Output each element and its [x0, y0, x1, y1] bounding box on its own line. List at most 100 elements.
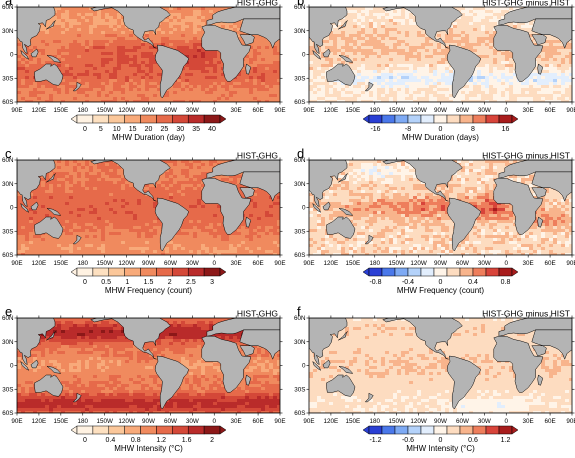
land-new-guinea: [46, 366, 62, 374]
colorbar-label: MHW Frequency (count): [397, 286, 484, 295]
land-east-asia: [309, 160, 348, 208]
lon-tick-label: 90W: [142, 418, 155, 425]
colorbar-box: [459, 425, 474, 435]
colorbar-box: [172, 267, 189, 277]
land-australia: [326, 374, 356, 397]
lat-tick-label: 30S: [2, 386, 13, 393]
colorbar: -16 -8 0 8 16 MHW Duration (days): [362, 114, 519, 142]
land-australia: [34, 374, 64, 397]
colorbar-tick-label: 1: [125, 279, 129, 286]
lon-tick-label: 90E: [566, 418, 575, 425]
land-arabia-india: [239, 329, 280, 360]
map-field: [17, 318, 280, 413]
colorbar: 0 0.5 1 1.5 2 2.5 3 MHW Frequency (count): [70, 267, 227, 295]
colorbar-box: [368, 267, 383, 277]
land-arabia-india: [531, 18, 572, 49]
panel-subtitle: HIST-GHG: [237, 309, 278, 319]
colorbar-tick-label: -8: [405, 126, 411, 133]
colorbar-box: [485, 114, 500, 124]
colorbar-tick-label: 0.8: [501, 279, 511, 286]
lon-tick-label: 60W: [164, 418, 177, 425]
colorbar-tick-label: -0.8: [369, 279, 381, 286]
land-new-zealand: [72, 392, 82, 403]
land-south-america: [446, 355, 481, 410]
land-new-guinea: [46, 208, 62, 216]
land-south-america: [446, 197, 481, 252]
colorbar-tick-label: 30: [176, 126, 184, 133]
colorbar-tick-label: 0.8: [131, 437, 141, 444]
lon-tick-label: 60E: [252, 107, 263, 114]
land-borneo: [322, 359, 331, 369]
lon-tick-label: 30W: [478, 418, 491, 425]
land-africa: [493, 177, 544, 235]
colorbar-box: [76, 425, 94, 435]
land-japan: [46, 173, 56, 183]
colorbar-box: [108, 114, 125, 124]
colorbar-min-arrow: [362, 114, 370, 124]
lat-tick-label: 60S: [294, 410, 305, 417]
colorbar: 0 0.4 0.8 1.2 1.6 2 MHW Intensity (°C): [70, 425, 227, 453]
colorbar-tick-label: 40: [208, 126, 216, 133]
land-borneo: [322, 201, 331, 211]
lon-tick-label: 60E: [544, 260, 555, 267]
colorbar-tick-label: 1.2: [501, 437, 511, 444]
lon-tick-label: 120W: [410, 260, 427, 267]
land-borneo: [30, 359, 39, 369]
lon-tick-label: 120E: [324, 418, 339, 425]
lon-tick-label: 150E: [53, 260, 68, 267]
colorbar-tick-label: 2.5: [186, 279, 196, 286]
colorbar-box: [156, 114, 173, 124]
colorbar-label: MHW Duration (day): [112, 133, 185, 142]
lat-tick-label: 30N: [294, 181, 306, 188]
lon-tick-label: 60E: [252, 260, 263, 267]
lat-tick-label: 30N: [294, 339, 306, 346]
colorbar-min-arrow: [362, 425, 370, 435]
colorbar-box: [498, 425, 513, 435]
lon-tick-label: 150E: [345, 418, 360, 425]
colorbar-box: [472, 267, 487, 277]
land-japan: [338, 331, 348, 341]
lon-tick-label: 60E: [252, 418, 263, 425]
lon-tick-label: 30W: [186, 107, 199, 114]
colorbar-tick-label: -0.4: [402, 279, 414, 286]
lon-tick-label: 150W: [388, 107, 405, 114]
land-australia: [34, 216, 64, 239]
land-east-asia: [309, 318, 348, 366]
land-sumatra: [312, 202, 322, 213]
panel-letter: d: [297, 146, 304, 161]
panel-letter: f: [297, 304, 301, 319]
land-madagascar: [245, 216, 252, 228]
lon-tick-label: 90E: [11, 260, 22, 267]
lat-tick-label: 30S: [2, 228, 13, 235]
lat-tick-label: 60S: [2, 252, 13, 259]
lon-tick-label: 90E: [566, 107, 575, 114]
lat-tick-label: 60N: [294, 4, 306, 11]
lat-tick-label: 0: [10, 52, 14, 59]
land-eurasia-west: [206, 318, 280, 337]
lon-tick-label: 180: [77, 107, 88, 114]
map-field: [17, 7, 280, 102]
colorbar-tick-label: 0.4: [105, 437, 115, 444]
land-eurasia-west: [498, 7, 572, 26]
land-south-america: [154, 44, 189, 99]
lon-tick-label: 150E: [53, 418, 68, 425]
lat-tick-label: 30S: [294, 386, 305, 393]
lon-tick-label: 150W: [96, 260, 113, 267]
land-north-america: [382, 7, 463, 49]
colorbar: -0.8 -0.4 0 0.4 0.8 MHW Frequency (count): [362, 267, 519, 295]
colorbar-box: [381, 425, 396, 435]
colorbar-tick-label: 10: [113, 126, 121, 133]
land-south-america: [446, 44, 481, 99]
colorbar-box: [420, 267, 435, 277]
lat-tick-label: 60S: [294, 252, 305, 259]
land-sumatra: [312, 49, 322, 60]
lon-tick-label: 120E: [324, 260, 339, 267]
lat-tick-label: 0: [302, 363, 306, 370]
lon-tick-label: 150W: [96, 418, 113, 425]
lon-tick-label: 180: [369, 260, 380, 267]
lat-tick-label: 60S: [294, 99, 305, 106]
land-north-america: [382, 318, 463, 360]
colorbar-box: [124, 267, 141, 277]
land-madagascar: [537, 216, 544, 228]
colorbar-tick-label: 1.2: [156, 437, 166, 444]
